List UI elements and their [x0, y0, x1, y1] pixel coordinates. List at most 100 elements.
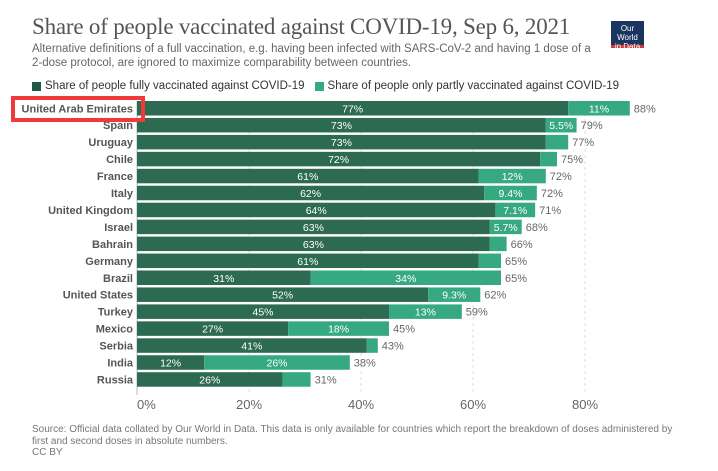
bar-fully-vaccinated [137, 304, 389, 319]
bar-fully-vaccinated [137, 270, 311, 285]
bar-fully-vaccinated [137, 236, 490, 252]
total-label: 77% [572, 137, 594, 149]
bar-label-fully: 41% [241, 341, 262, 353]
category-label: Serbia [99, 341, 134, 353]
source-note: Source: Official data collated by Our Wo… [32, 424, 682, 459]
bar-partly-vaccinated [478, 168, 546, 184]
x-tick-label: 80% [572, 397, 598, 412]
bar-label-fully: 61% [297, 256, 318, 268]
legend-item-partial[interactable]: Share of people only partly vaccinated a… [314, 80, 619, 92]
bar-partly-vaccinated [428, 287, 481, 302]
bar-label-partly: 11% [589, 103, 609, 115]
x-tick-label: 0% [137, 397, 156, 412]
category-label: Israel [104, 222, 133, 234]
bar-label-partly: 7.1% [503, 205, 527, 217]
total-label: 72% [541, 188, 563, 200]
bar-label-partly: 9.4% [499, 188, 523, 200]
bar-partly-vaccinated [478, 253, 501, 269]
bar-label-fully: 62% [300, 188, 321, 200]
bar-label-partly: 5.7% [494, 222, 518, 234]
total-label: 72% [550, 171, 572, 183]
logo-line-2: in Data [614, 42, 641, 51]
bar-label-partly: 26% [266, 358, 287, 370]
source-text: Source: Official data collated by Our Wo… [32, 424, 673, 447]
bar-label-partly: 5.5% [549, 120, 573, 132]
chart-title: Share of people vaccinated against COVID… [32, 14, 571, 39]
category-label: Chile [106, 154, 133, 166]
bar-partly-vaccinated [489, 236, 507, 252]
total-label: 43% [382, 341, 404, 353]
legend-swatch-full [32, 81, 41, 91]
bar-fully-vaccinated [137, 202, 496, 218]
bar-label-fully: 63% [303, 239, 324, 251]
bar-partly-vaccinated [495, 202, 536, 218]
bar-partly-vaccinated [389, 304, 462, 319]
x-tick-label: 20% [236, 397, 262, 412]
category-label: Italy [111, 188, 134, 200]
bar-label-fully: 73% [331, 120, 352, 132]
bar-label-fully: 73% [331, 137, 352, 149]
bar-partly-vaccinated [545, 134, 569, 150]
bar-fully-vaccinated [137, 287, 429, 302]
total-label: 68% [526, 222, 548, 234]
total-label: 31% [315, 374, 337, 386]
bar-partly-vaccinated [288, 321, 389, 336]
bar-partly-vaccinated [366, 338, 378, 353]
bar-label-fully: 26% [199, 374, 220, 386]
bar-label-fully: 63% [303, 222, 324, 234]
bar-partly-vaccinated [282, 372, 311, 387]
bar-chart: 0% 20% 40% 60% 80% United Arab Emirates 77% 11%… [22, 101, 656, 412]
bar-fully-vaccinated [137, 253, 479, 269]
bar-fully-vaccinated [137, 355, 205, 370]
bar-partly-vaccinated [484, 185, 537, 201]
category-label: United Kingdom [48, 205, 133, 217]
category-label: Uruguay [88, 137, 134, 149]
category-label: Turkey [98, 307, 134, 319]
total-label: 75% [561, 154, 583, 166]
bar-fully-vaccinated [137, 372, 283, 387]
bar-label-partly: 18% [328, 324, 349, 336]
category-label: United Arab Emirates [22, 103, 133, 115]
bar-fully-vaccinated [137, 117, 546, 133]
total-label: 65% [505, 273, 527, 285]
bar-label-fully: 52% [272, 290, 293, 302]
bar-fully-vaccinated [137, 151, 541, 167]
bar-label-fully: 31% [213, 273, 234, 285]
category-label: India [107, 358, 134, 370]
bar-fully-vaccinated [137, 321, 289, 336]
total-label: 45% [393, 324, 415, 336]
bar-fully-vaccinated [137, 101, 569, 116]
total-label: 62% [484, 290, 506, 302]
total-label: 66% [511, 239, 533, 251]
bar-partly-vaccinated [310, 270, 501, 285]
bar-label-fully: 27% [202, 324, 223, 336]
legend-item-full[interactable]: Share of people fully vaccinated against… [32, 80, 305, 92]
category-label: Mexico [96, 324, 134, 336]
bar-partly-vaccinated [489, 219, 522, 235]
bar-label-partly: 12% [502, 171, 523, 183]
bar-fully-vaccinated [137, 134, 546, 150]
bar-fully-vaccinated [137, 185, 485, 201]
legend: Share of people fully vaccinated against… [32, 80, 629, 92]
category-label: Russia [97, 374, 134, 386]
bar-partly-vaccinated [204, 355, 350, 370]
chart-subtitle: Alternative definitions of a full vaccin… [32, 43, 591, 69]
bar-partly-vaccinated [540, 151, 557, 167]
total-label: 38% [354, 358, 376, 370]
legend-swatch-partial [314, 81, 324, 91]
bar-label-partly: 13% [415, 307, 436, 319]
highlight-box [11, 96, 145, 122]
category-label: Germany [85, 256, 134, 268]
bar-label-fully: 12% [160, 358, 181, 370]
bar-fully-vaccinated [137, 168, 479, 184]
total-label: 88% [634, 103, 656, 115]
license-text: CC BY [32, 447, 63, 458]
bar-label-fully: 64% [306, 205, 327, 217]
bar-label-fully: 72% [328, 154, 349, 166]
owid-logo[interactable]: Our World in Data [611, 21, 644, 51]
category-label: Bahrain [92, 239, 133, 251]
bar-partly-vaccinated [545, 117, 577, 133]
x-tick-label: 60% [460, 397, 486, 412]
legend-label-full: Share of people fully vaccinated against… [45, 80, 305, 92]
total-label: 71% [539, 205, 561, 217]
